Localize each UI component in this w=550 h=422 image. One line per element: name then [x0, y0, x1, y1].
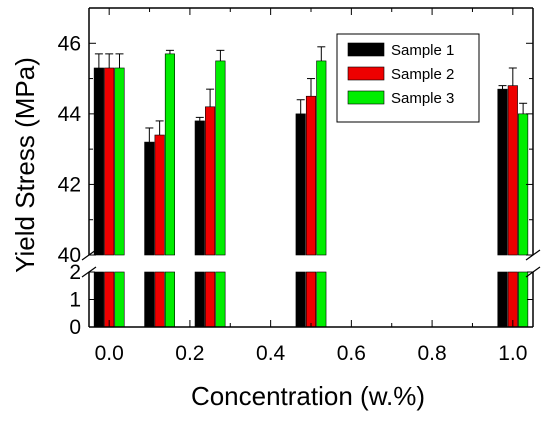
- tick-labels: 40 42 44 46 0 1 2 0.0 0.2 0.4 0.6 0.8 1.0: [58, 32, 528, 365]
- bar-lower: [518, 271, 529, 328]
- bar-lower: [316, 271, 327, 328]
- x-axis-title: Concentration (w.%): [191, 381, 425, 411]
- bar: [164, 53, 175, 256]
- bar: [305, 95, 317, 256]
- y-tick-label: 44: [58, 103, 82, 126]
- bar-lower: [144, 271, 155, 328]
- bar-lower: [215, 271, 226, 328]
- bar: [93, 67, 104, 256]
- bar-lower: [295, 271, 306, 328]
- y-tick-label: 42: [58, 173, 81, 196]
- bar: [144, 141, 155, 256]
- y-tick-label: 40: [58, 244, 81, 267]
- bar: [205, 106, 216, 256]
- bar-lower: [194, 271, 205, 328]
- x-tick-label: 0.8: [417, 342, 446, 365]
- x-tick-label: 0.6: [337, 342, 366, 365]
- bar-lower: [507, 271, 518, 328]
- bar-lower: [114, 271, 125, 328]
- bar-lower: [154, 271, 165, 328]
- legend-label: Sample 1: [391, 42, 454, 59]
- y-tick-label: 0: [69, 316, 81, 339]
- x-tick-label: 0.2: [175, 342, 204, 365]
- bar-lower: [164, 271, 175, 328]
- bar: [114, 67, 125, 256]
- x-tick-label: 0.0: [95, 342, 124, 365]
- bar-lower: [497, 271, 508, 328]
- bar: [316, 60, 327, 256]
- error-bars-layer: [94, 46, 528, 143]
- bar: [295, 113, 306, 256]
- y-tick-label: 2: [69, 261, 81, 284]
- legend-swatch: [347, 42, 385, 57]
- y-axis-title: Yield Stress (MPa): [10, 57, 40, 273]
- legend-swatch: [347, 66, 385, 81]
- bar: [194, 120, 205, 256]
- bar-lower: [305, 271, 317, 328]
- legend-label: Sample 2: [391, 66, 454, 83]
- x-tick-label: 0.4: [256, 342, 286, 365]
- bar: [104, 67, 115, 256]
- bar-lower: [205, 271, 216, 328]
- bar: [507, 85, 518, 256]
- bar-lower: [93, 271, 104, 328]
- x-tick-label: 1.0: [498, 342, 527, 365]
- bar-lower: [104, 271, 115, 328]
- bar: [154, 134, 165, 256]
- legend-swatch: [347, 90, 385, 105]
- y-tick-label: 1: [69, 289, 81, 312]
- bar: [215, 60, 226, 256]
- legend: Sample 1 Sample 2 Sample 3: [336, 33, 480, 123]
- axis-ticks: [89, 7, 533, 328]
- bar: [497, 88, 508, 256]
- legend-label: Sample 3: [391, 90, 454, 107]
- y-tick-label: 46: [58, 32, 81, 55]
